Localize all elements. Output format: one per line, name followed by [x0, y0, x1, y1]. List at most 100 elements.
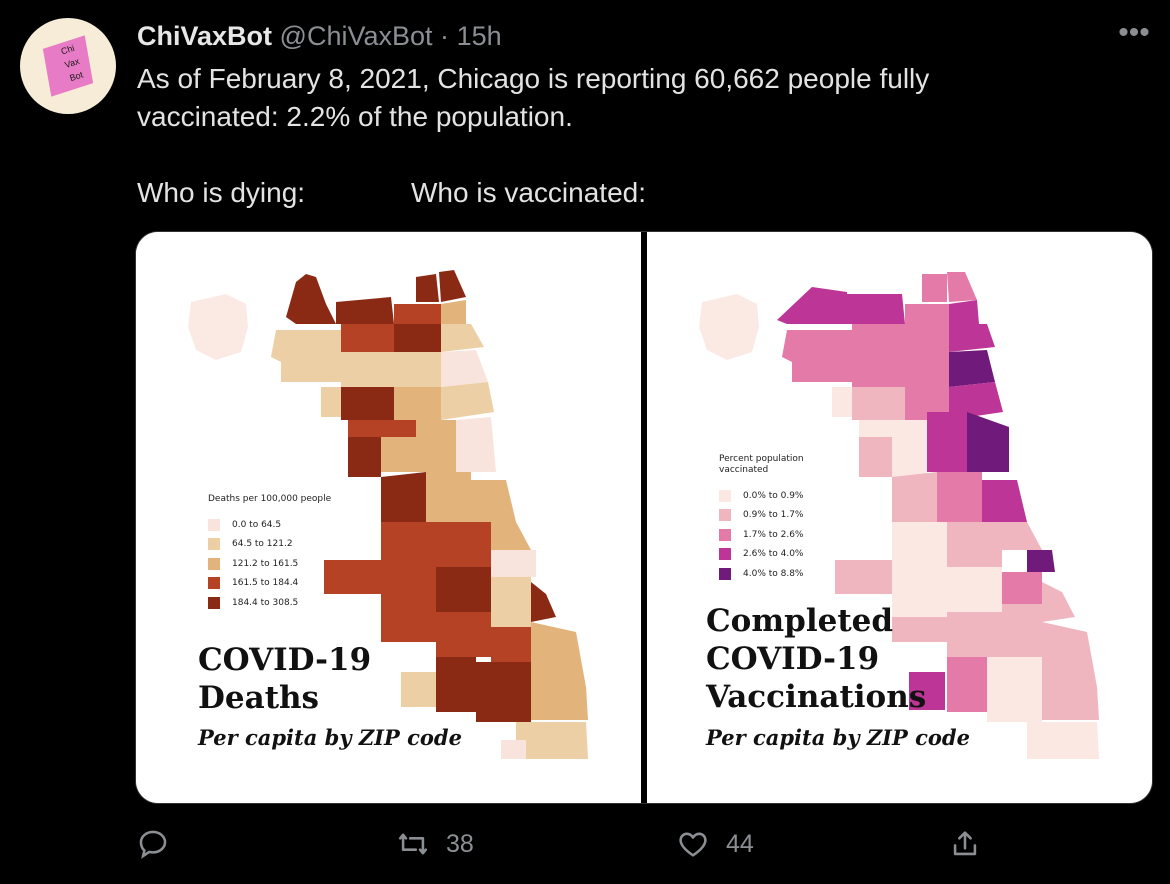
map-region — [782, 330, 852, 382]
map-region — [909, 672, 945, 710]
like-button[interactable]: 44 — [676, 822, 754, 866]
more-icon[interactable]: ••• — [1118, 16, 1150, 49]
legend-item: 161.5 to 184.4 — [208, 574, 331, 594]
map-region — [431, 522, 491, 567]
legend-item: 2.6% to 4.0% — [719, 545, 804, 565]
legend-label: 4.0% to 8.8% — [743, 568, 804, 579]
user-handle[interactable]: @ChiVaxBot — [279, 21, 433, 51]
header-separator: · — [440, 21, 450, 51]
legend-swatch — [208, 557, 220, 570]
map-region — [436, 657, 476, 712]
map-region — [516, 722, 588, 759]
map-region — [394, 324, 441, 352]
deaths-legend: Deaths per 100,000 people 0.0 to 64.5 64… — [208, 494, 331, 613]
legend-label: 161.5 to 184.4 — [232, 578, 299, 589]
legend-swatch — [719, 489, 731, 502]
map-region — [905, 304, 949, 324]
avatar[interactable]: Chi Vax Bot — [20, 18, 116, 114]
legend-swatch — [208, 518, 220, 531]
map-region — [491, 577, 531, 627]
legend-item: 0.0 to 64.5 — [208, 515, 331, 535]
map-region — [531, 582, 556, 622]
legend-label: 1.7% to 2.6% — [743, 529, 804, 540]
map-region — [416, 274, 439, 302]
legend-swatch — [719, 567, 731, 580]
share-button[interactable] — [948, 822, 982, 866]
legend-label: 0.9% to 1.7% — [743, 510, 804, 521]
legend-item: 0.0% to 0.9% — [719, 486, 804, 506]
map-region — [905, 352, 949, 387]
tweet-line: vaccinated: 2.2% of the population. — [137, 101, 573, 132]
share-icon — [953, 831, 977, 856]
legend-swatch — [719, 548, 731, 561]
map-region — [381, 472, 426, 522]
reply-button[interactable] — [136, 822, 170, 866]
map-region — [947, 567, 977, 612]
map-region — [531, 622, 586, 687]
map-region — [982, 480, 1027, 522]
map-region — [341, 324, 394, 352]
map-region — [271, 330, 341, 382]
map-region — [852, 387, 905, 420]
map-region — [1027, 550, 1055, 572]
map-region — [441, 300, 466, 324]
reply-icon — [139, 830, 167, 859]
map-region — [416, 420, 456, 472]
map-region — [341, 352, 394, 387]
map-region — [531, 687, 588, 720]
legend-title: Deaths per 100,000 people — [208, 494, 332, 504]
map-region — [439, 270, 466, 302]
display-name[interactable]: ChiVaxBot — [137, 21, 273, 51]
legend-label: 121.2 to 161.5 — [232, 558, 299, 569]
vaccinations-legend: Percent population vaccinated 0.0% to 0.… — [719, 454, 804, 584]
map-region — [501, 740, 526, 759]
map-region — [947, 272, 977, 302]
map-region — [859, 437, 892, 477]
retweet-button[interactable]: 38 — [396, 822, 474, 866]
tweet-columns: Who is dying: Who is vaccinated: — [137, 174, 1137, 212]
map-region — [987, 657, 1042, 722]
tweet-line: As of February 8, 2021, Chicago is repor… — [137, 63, 930, 94]
tweet-timestamp[interactable]: 15h — [456, 21, 502, 51]
legend-item: 0.9% to 1.7% — [719, 506, 804, 526]
legend-item: 184.4 to 308.5 — [208, 593, 331, 613]
deaths-map-title: COVID-19 Deaths — [198, 641, 371, 717]
map-region — [1042, 687, 1099, 720]
map-region — [949, 382, 1003, 420]
map-region — [456, 417, 496, 472]
map-region — [977, 567, 1002, 612]
map-title-line: COVID-19 — [198, 642, 372, 678]
tweet-media[interactable]: Deaths per 100,000 people 0.0 to 64.5 64… — [136, 232, 1152, 803]
map-region — [188, 294, 248, 360]
vaccinations-map-subtitle: Per capita by ZIP code — [706, 725, 970, 750]
legend-item: 121.2 to 161.5 — [208, 554, 331, 574]
legend-item: 1.7% to 2.6% — [719, 525, 804, 545]
tweet-actions: 38 44 — [0, 822, 1170, 866]
map-region — [491, 522, 531, 550]
vaccinations-map-image[interactable]: Percent population vaccinated 0.0% to 0.… — [647, 232, 1152, 803]
map-title-line: Deaths — [198, 680, 320, 716]
map-region — [441, 350, 488, 387]
map-title-line: COVID-19 — [706, 641, 880, 677]
map-region — [1042, 622, 1097, 687]
map-region — [1002, 522, 1042, 550]
legend-swatch — [208, 596, 220, 609]
map-region — [949, 350, 995, 387]
legend-title: Percent population vaccinated — [719, 454, 804, 476]
map-region — [441, 324, 484, 352]
legend-swatch — [719, 509, 731, 522]
legend-item: 4.0% to 8.8% — [719, 564, 804, 584]
map-region — [491, 550, 536, 577]
map-region — [852, 324, 905, 352]
map-region — [466, 567, 491, 612]
map-region — [1002, 604, 1042, 657]
deaths-map-image[interactable]: Deaths per 100,000 people 0.0 to 64.5 64… — [136, 232, 641, 803]
map-region — [394, 352, 441, 387]
map-region — [381, 567, 436, 617]
tweet-col-vaccinated: Who is vaccinated: — [411, 177, 646, 208]
legend-swatch — [719, 528, 731, 541]
tweet-text: As of February 8, 2021, Chicago is repor… — [137, 60, 1137, 212]
map-region — [491, 627, 531, 662]
map-region — [949, 300, 979, 324]
vaccinations-map — [699, 272, 1099, 759]
